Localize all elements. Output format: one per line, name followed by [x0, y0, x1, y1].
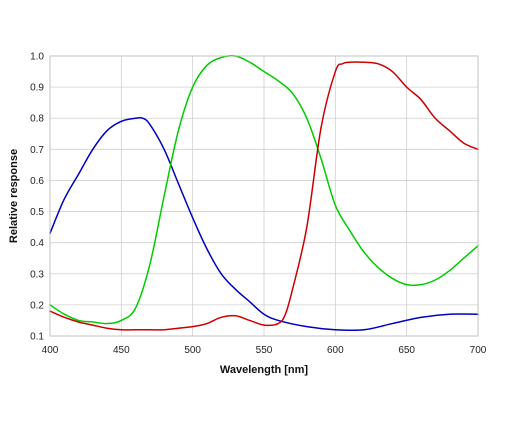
y-tick-label: 0.3 — [30, 269, 44, 280]
x-tick-label: 650 — [398, 345, 415, 356]
y-tick-label: 0.8 — [30, 114, 44, 125]
x-tick-labels: 400 450 500 550 600 650 700 — [42, 345, 487, 356]
series-line — [49, 116, 479, 332]
x-tick-label: 400 — [42, 345, 59, 356]
y-tick-label: 0.1 — [30, 332, 44, 343]
series-line — [49, 54, 479, 325]
x-axis-label: Wavelength [nm] — [220, 364, 309, 376]
x-tick-label: 700 — [470, 345, 487, 356]
y-tick-label: 0.6 — [30, 176, 44, 187]
series-layer — [49, 54, 479, 332]
y-tick-label: 1.0 — [30, 52, 44, 63]
x-tick-label: 600 — [327, 345, 344, 356]
y-tick-labels: 0.1 0.2 0.3 0.4 0.5 0.6 0.7 0.8 0.9 1.0 — [30, 52, 44, 343]
y-tick-label: 0.7 — [30, 145, 44, 156]
series-line — [49, 61, 479, 331]
y-tick-label: 0.4 — [30, 238, 44, 249]
plot-frame — [49, 55, 479, 337]
y-tick-label: 0.9 — [30, 83, 44, 94]
x-tick-label: 500 — [184, 345, 201, 356]
y-tick-label: 0.2 — [30, 300, 44, 311]
x-tick-label: 450 — [113, 345, 130, 356]
x-tick-label: 550 — [256, 345, 273, 356]
y-tick-label: 0.5 — [30, 207, 44, 218]
y-axis-label: Relative response — [8, 149, 20, 243]
grid — [49, 55, 479, 337]
